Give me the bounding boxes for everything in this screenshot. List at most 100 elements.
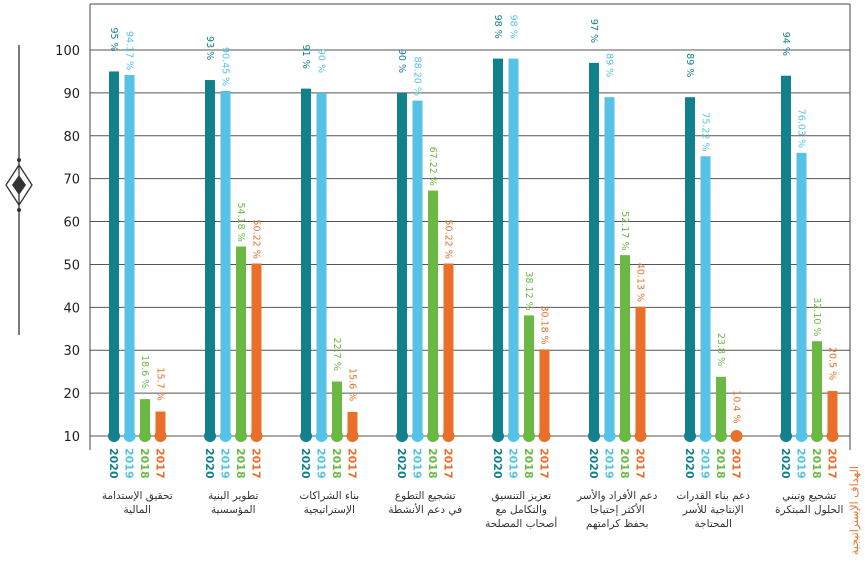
data-label: 91 % (300, 45, 311, 69)
series-year-label: 2019 (603, 448, 616, 479)
category-labels: تحقيق الإستدامة المالية تطوير البنية المؤسس… (102, 489, 844, 530)
bar-base-dot (315, 430, 328, 442)
series-year-label: 2018 (330, 448, 343, 479)
bar-base-dot (730, 430, 743, 442)
bar-base-dot (826, 430, 839, 442)
bar (412, 100, 423, 436)
bar (539, 349, 550, 436)
bar (205, 80, 215, 437)
bar-base-dot (427, 430, 439, 442)
bar (428, 190, 438, 436)
bar-base-dot (108, 430, 120, 442)
bar-base-dot (795, 430, 808, 442)
data-label: 95 % (108, 27, 119, 51)
data-label: 90 % (316, 49, 327, 73)
bar-base-dot (715, 430, 727, 442)
bar (332, 381, 342, 436)
bar-base-dot (523, 430, 535, 442)
bar (251, 263, 262, 436)
category-label: في دعم الأنشطة (388, 503, 462, 516)
data-label: 90.45 % (220, 47, 231, 86)
bar (124, 75, 135, 437)
category-label: تطوير البنية (208, 490, 258, 502)
bar-base-dot (250, 430, 263, 442)
bar (781, 75, 791, 436)
data-label: 38.12 % (523, 271, 534, 310)
y-tick-label: 100 (55, 44, 80, 59)
series-year-label: 2017 (250, 448, 263, 479)
data-label: 67.22 % (427, 147, 438, 186)
series-year-label: 2018 (714, 448, 727, 479)
series-year-label: 2018 (234, 448, 247, 479)
category-label: دعم الأفراد والأسر (576, 489, 658, 502)
bar (140, 399, 150, 436)
bar-base-dot (442, 430, 455, 442)
data-label: 10.4 % (731, 390, 742, 423)
y-tick-label: 70 (63, 173, 80, 188)
bar (301, 88, 311, 436)
y-tick-label: 60 (63, 216, 80, 231)
data-label: 32.10 % (811, 297, 822, 336)
data-label: 89 % (604, 53, 615, 77)
data-label: 98 % (492, 15, 503, 39)
bar-base-dot (235, 430, 247, 442)
bar (827, 390, 838, 436)
bar (397, 92, 407, 436)
axis-title: الهداف الإستراتيجية (848, 466, 861, 555)
y-tick-label: 50 (63, 258, 80, 273)
series-year-label: 2017 (538, 448, 551, 479)
bar (589, 62, 599, 436)
category-label: دعم بناء القدرات (676, 490, 750, 502)
bar (812, 341, 822, 436)
category-label: تعزيز التنسيق (491, 490, 551, 502)
bar (155, 411, 166, 436)
series-year-label: 2019 (411, 448, 424, 479)
category-label: الحلول المبتكرة (775, 504, 843, 516)
bar (347, 411, 358, 436)
bar-base-dot (619, 430, 631, 442)
data-label: 94.17 % (124, 31, 135, 70)
category-label: المحتاجة (695, 518, 732, 530)
series-year-label: 2019 (219, 448, 232, 479)
data-label: 89 % (684, 53, 695, 77)
series-year-label: 2020 (683, 448, 696, 479)
y-axis-ticks: 10 20 30 40 50 60 70 80 90 100 (55, 44, 80, 445)
category-label: الأكثر إحتياجا (590, 503, 645, 516)
series-year-label: 2017 (634, 448, 647, 479)
series-year-label: 2020 (491, 448, 504, 479)
category-label: تشجيع وتبني (782, 490, 836, 502)
bar-base-dot (588, 430, 600, 442)
category-label: بناء الشراكات (299, 490, 359, 502)
data-label: 18.6 % (139, 355, 150, 388)
category-label: تشجيع التطوع (395, 490, 456, 502)
series-year-label: 2020 (107, 448, 120, 479)
category-label: المؤسسية (211, 504, 256, 516)
bar (493, 58, 503, 436)
bar-base-dot (154, 430, 167, 442)
data-label: 50.22 % (443, 220, 454, 259)
bar-base-dot (411, 430, 424, 442)
bar-base-dot (507, 430, 520, 442)
bar (220, 90, 231, 436)
data-label: 97 % (588, 19, 599, 43)
series-year-label: 2019 (795, 448, 808, 479)
data-label: 54.18 % (235, 203, 246, 242)
bar (604, 97, 615, 436)
series-year-label: 2017 (346, 448, 359, 479)
grid-lines (89, 3, 851, 450)
series-year-label: 2019 (123, 448, 136, 479)
bar-base-dot (811, 430, 823, 442)
bar-base-dot (331, 430, 343, 442)
category-label: بحفظ كرامتهم (586, 518, 649, 530)
category-label: والتكامل مع (496, 504, 547, 516)
series-year-label: 2017 (154, 448, 167, 479)
data-label: 15.6 % (347, 368, 358, 401)
bar (109, 71, 119, 436)
bar (700, 156, 711, 436)
category-label: المالية (124, 504, 151, 516)
y-tick-label: 90 (63, 87, 80, 102)
data-label: 22.7 % (331, 338, 342, 371)
series-year-label: 2018 (138, 448, 151, 479)
data-label: 75.22 % (700, 112, 711, 151)
